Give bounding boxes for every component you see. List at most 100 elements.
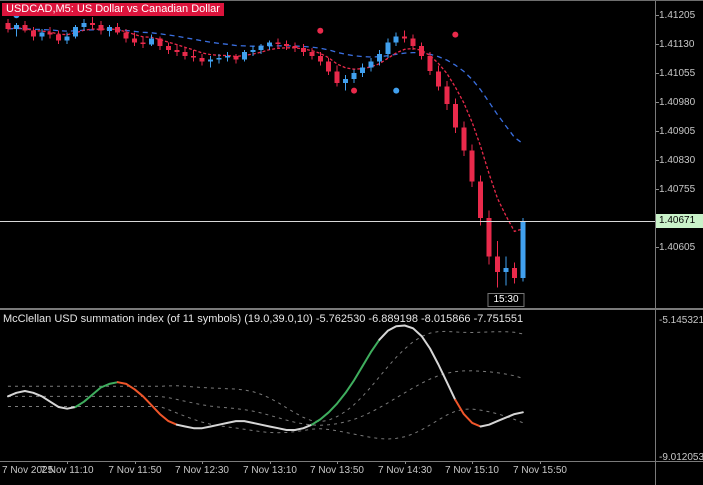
candle[interactable] <box>81 19 87 31</box>
candle[interactable] <box>435 65 441 91</box>
bid-price-tag: 1.40671 <box>656 214 703 228</box>
candle[interactable] <box>250 46 256 56</box>
indicator-main-line[interactable] <box>378 324 457 401</box>
candle[interactable] <box>486 210 492 265</box>
candle[interactable] <box>47 26 53 39</box>
candle[interactable] <box>419 42 425 60</box>
price-axis-label: 1.40755 <box>659 184 696 195</box>
candle[interactable] <box>334 65 340 87</box>
candle[interactable] <box>292 42 298 52</box>
price-axis-tick <box>655 44 659 45</box>
candle[interactable] <box>503 256 509 286</box>
band-lower-line <box>8 406 523 440</box>
price-axis-tick <box>655 247 659 248</box>
candle[interactable] <box>410 34 416 50</box>
candle[interactable] <box>309 48 315 60</box>
candle[interactable] <box>368 57 374 72</box>
candle[interactable] <box>495 241 500 288</box>
time-axis-tick <box>405 461 406 464</box>
candle[interactable] <box>452 98 458 133</box>
candle[interactable] <box>30 26 36 41</box>
candle[interactable] <box>13 23 19 37</box>
candle[interactable] <box>241 50 247 62</box>
candle[interactable] <box>73 24 78 39</box>
pane-separator[interactable] <box>0 308 703 310</box>
candle[interactable] <box>115 23 121 35</box>
candle[interactable] <box>39 28 45 41</box>
time-axis-tick <box>472 461 473 464</box>
candle[interactable] <box>343 75 349 91</box>
candle[interactable] <box>511 262 517 284</box>
candle[interactable] <box>402 30 408 43</box>
candle[interactable] <box>208 55 214 68</box>
candle[interactable] <box>56 30 62 45</box>
time-axis-date: 7 Nov 2025 <box>2 465 54 476</box>
candle[interactable] <box>191 50 197 62</box>
candle[interactable] <box>132 32 138 47</box>
price-axis-label: 1.40830 <box>659 155 696 166</box>
candle[interactable] <box>258 44 264 54</box>
time-axis-tick <box>202 461 203 464</box>
indicator-main-line[interactable] <box>74 381 119 408</box>
candle[interactable] <box>351 69 357 83</box>
candle[interactable] <box>284 40 289 50</box>
candle[interactable] <box>5 19 11 33</box>
candle[interactable] <box>267 40 273 50</box>
candle[interactable] <box>520 218 526 282</box>
candle[interactable] <box>233 53 239 64</box>
band-upper-line <box>8 330 523 423</box>
candle[interactable] <box>376 50 382 66</box>
candle[interactable] <box>216 53 222 64</box>
candle[interactable] <box>393 32 399 47</box>
candle[interactable] <box>385 38 391 58</box>
indicator-label: McClellan USD summation index (of 11 sym… <box>3 313 524 325</box>
candle[interactable] <box>157 36 163 51</box>
time-axis-tick <box>67 461 68 464</box>
time-axis[interactable]: 7 Nov 2025 7 Nov 11:10 7 Nov 11:50 7 Nov 1… <box>0 462 703 485</box>
indicator-main-line[interactable] <box>310 338 381 426</box>
ma-slow-line[interactable] <box>7 27 524 145</box>
candle[interactable] <box>174 44 180 56</box>
indicator-main-line[interactable] <box>175 420 313 431</box>
price-axis-tick <box>655 189 659 190</box>
candle[interactable] <box>360 63 365 78</box>
indicator-main-line[interactable] <box>454 398 482 428</box>
candle[interactable] <box>469 144 475 188</box>
indicator-main-line[interactable] <box>116 381 178 426</box>
candle[interactable] <box>64 32 70 45</box>
candle[interactable] <box>444 80 450 110</box>
price-pane-canvas[interactable] <box>0 1 655 308</box>
price-axis-label: 1.40980 <box>659 97 696 108</box>
price-axis-label: 1.41055 <box>659 68 696 79</box>
ma-fast-line[interactable] <box>7 27 523 233</box>
indicator-main-line[interactable] <box>7 390 77 410</box>
candle[interactable] <box>199 53 205 66</box>
signal-dot <box>351 87 358 94</box>
candle[interactable] <box>149 34 154 47</box>
candles-layer <box>5 17 526 288</box>
candle[interactable] <box>89 17 95 29</box>
candle[interactable] <box>165 42 171 54</box>
candle[interactable] <box>317 52 323 66</box>
indicator-main-line[interactable] <box>479 411 524 428</box>
candle[interactable] <box>140 36 146 49</box>
time-tag: 15:30 <box>487 293 525 307</box>
time-axis-label: 7 Nov 15:10 <box>445 465 499 476</box>
candle[interactable] <box>326 57 332 76</box>
candle[interactable] <box>427 52 433 76</box>
candle[interactable] <box>275 38 281 49</box>
signal-dot <box>452 31 459 38</box>
candle[interactable] <box>224 52 230 62</box>
time-axis-tick <box>135 461 136 464</box>
time-axis-label: 7 Nov 11:50 <box>108 465 162 476</box>
indicator-pane-canvas[interactable] <box>0 310 655 461</box>
candle[interactable] <box>106 24 112 37</box>
candle[interactable] <box>478 175 484 226</box>
candle[interactable] <box>300 44 306 56</box>
candle[interactable] <box>461 121 467 157</box>
candle[interactable] <box>182 48 188 60</box>
candle[interactable] <box>98 21 104 35</box>
time-axis-label: 7 Nov 13:50 <box>310 465 364 476</box>
candle[interactable] <box>123 28 129 43</box>
candle[interactable] <box>22 21 28 33</box>
